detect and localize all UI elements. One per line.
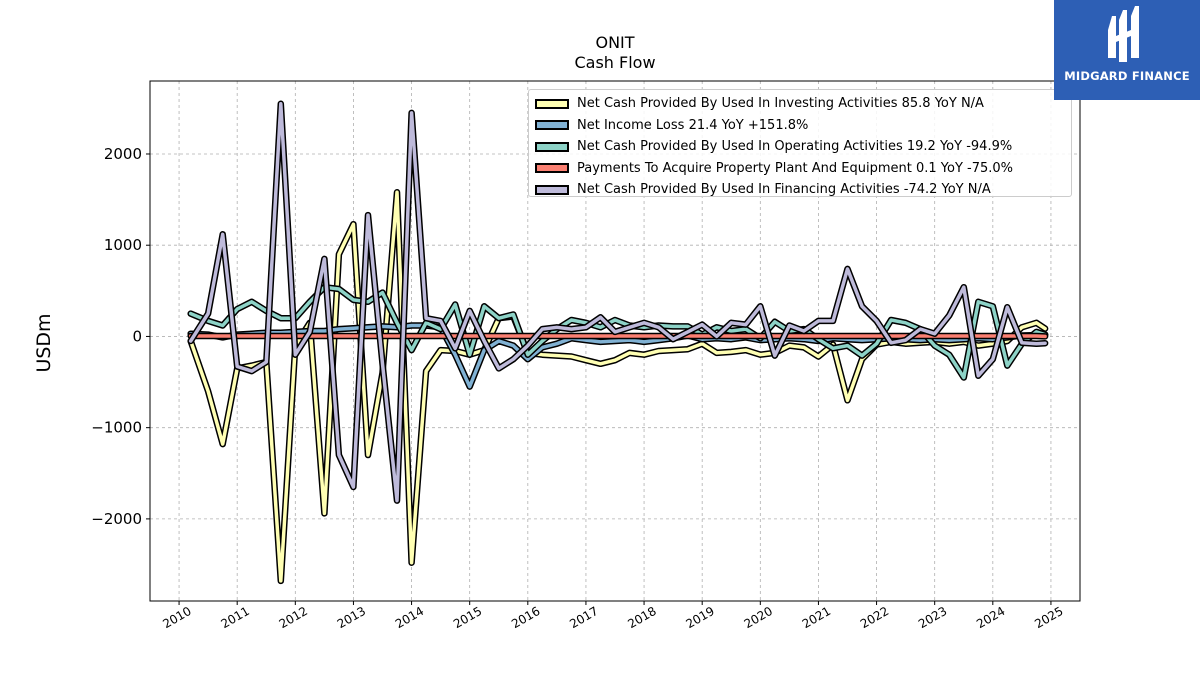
x-tick-label: 2017 xyxy=(567,604,600,631)
legend-swatch xyxy=(535,163,569,174)
x-tick-label: 2012 xyxy=(277,604,310,631)
legend-item: Net Income Loss 21.4 YoY +151.8% xyxy=(535,115,1071,137)
series-stroke xyxy=(188,285,1047,380)
x-tick-label: 2014 xyxy=(393,604,426,631)
series-5-line xyxy=(187,100,1049,504)
series-3-line xyxy=(187,283,1049,381)
x-tick-label: 2022 xyxy=(858,604,891,631)
x-tick-label: 2021 xyxy=(800,604,833,631)
x-tick-label: 2023 xyxy=(916,604,949,631)
legend-swatch xyxy=(535,120,569,131)
x-tick-label: 2019 xyxy=(683,604,716,631)
legend-label: Net Cash Provided By Used In Operating A… xyxy=(577,139,1013,155)
y-tick-label: 0 xyxy=(132,327,142,345)
x-tick-label: 2025 xyxy=(1032,604,1065,631)
legend-label: Net Cash Provided By Used In Financing A… xyxy=(577,182,991,198)
series-stroke xyxy=(188,102,1047,503)
legend-swatch xyxy=(535,141,569,152)
legend-item: Payments To Acquire Property Plant And E… xyxy=(535,158,1071,180)
legend-swatch xyxy=(535,98,569,109)
legend-swatch xyxy=(535,184,569,195)
plot-area-frame xyxy=(149,80,1081,602)
legend-item: Net Cash Provided By Used In Financing A… xyxy=(535,179,1071,201)
series-lines xyxy=(187,100,1049,585)
chart-title: ONIT xyxy=(595,33,635,52)
x-tick-label: 2018 xyxy=(625,604,658,631)
midgard-logo-icon xyxy=(1108,6,1139,62)
x-tick-label: 2010 xyxy=(160,604,193,631)
legend-item: Net Cash Provided By Used In Operating A… xyxy=(535,136,1071,158)
x-tick-label: 2020 xyxy=(742,604,775,631)
logo-text: MIDGARD FINANCE xyxy=(1064,69,1190,83)
legend-label: Net Income Loss 21.4 YoY +151.8% xyxy=(577,117,809,133)
x-tick-label: 2015 xyxy=(451,604,484,631)
y-tick-label: −2000 xyxy=(91,510,142,528)
x-tick-label: 2024 xyxy=(974,604,1007,631)
series-stroke xyxy=(188,190,1047,583)
legend-label: Net Cash Provided By Used In Investing A… xyxy=(577,96,984,112)
y-tick-label: 1000 xyxy=(104,236,142,254)
y-axis-label: USDm xyxy=(33,313,55,373)
y-tick-label: −1000 xyxy=(91,419,142,437)
x-tick-label: 2016 xyxy=(509,604,542,631)
y-tick-label: 2000 xyxy=(104,145,142,163)
series-1-line xyxy=(187,189,1049,585)
chart-subtitle: Cash Flow xyxy=(574,53,656,72)
legend-label: Payments To Acquire Property Plant And E… xyxy=(577,160,1014,176)
midgard-finance-logo: MIDGARD FINANCE xyxy=(1054,0,1200,100)
x-tick-label: 2013 xyxy=(335,604,368,631)
x-tick-label: 2011 xyxy=(218,604,251,631)
legend-item: Net Cash Provided By Used In Investing A… xyxy=(535,93,1071,115)
series-outline xyxy=(187,189,1049,585)
legend: Net Cash Provided By Used In Investing A… xyxy=(528,89,1072,197)
